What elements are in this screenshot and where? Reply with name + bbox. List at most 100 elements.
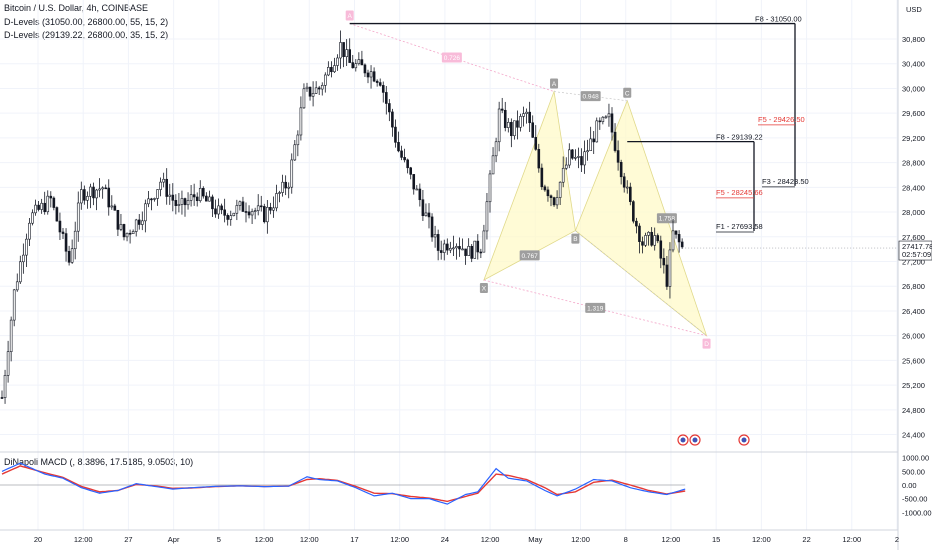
- dlevels-legend-2[interactable]: D-Levels (29139.22, 26800.00, 35, 15, 2): [4, 30, 169, 40]
- macd-tick-label: -1000.00: [902, 508, 932, 517]
- candle-down: [363, 64, 367, 74]
- candle-down: [592, 138, 596, 143]
- price-tick-label: 24,800: [902, 406, 925, 415]
- macd-tick-label: 500.00: [902, 467, 925, 476]
- time-tick-label: 12:00: [662, 535, 681, 544]
- candle-down: [622, 176, 626, 188]
- candle-down: [464, 248, 467, 256]
- pattern-point-badge: [702, 338, 711, 349]
- candle-up: [217, 205, 220, 215]
- dlevels-legend-1[interactable]: D-Levels (31050.00, 26800.00, 55, 15, 2): [4, 17, 169, 27]
- candle-down: [150, 198, 153, 201]
- candle-down: [52, 197, 56, 208]
- candle-up: [177, 204, 181, 206]
- level-label: F8 - 31050.00: [755, 15, 802, 24]
- candle-down: [348, 49, 352, 63]
- candle-down: [241, 201, 245, 212]
- candle-down: [549, 195, 553, 198]
- candle-down: [388, 103, 391, 113]
- candle-up: [278, 192, 281, 194]
- candle-up: [506, 121, 510, 128]
- candle-down: [458, 246, 461, 250]
- candle-up: [281, 181, 284, 193]
- candle-down: [479, 251, 483, 254]
- time-tick-label: 22: [802, 535, 810, 544]
- price-tick-label: 29,200: [902, 134, 925, 143]
- candle-up: [153, 198, 156, 200]
- candle-down: [400, 150, 403, 158]
- candle-down: [619, 162, 623, 178]
- chart-grid: [0, 0, 898, 530]
- candle-down: [183, 198, 187, 206]
- candle-up: [189, 194, 193, 201]
- price-tick-label: 28,000: [902, 208, 925, 217]
- candle-up: [46, 195, 50, 213]
- candle-down: [122, 224, 126, 238]
- candle-up: [327, 67, 330, 76]
- candle-down: [500, 108, 504, 111]
- dinapoli-levels: F8 - 31050.00 F5 - 29426.50 F3 - 28423.50 F…: [349, 15, 809, 233]
- candle-up: [15, 281, 19, 291]
- candle-down: [546, 189, 550, 197]
- candle-down: [421, 199, 425, 216]
- candle-up: [589, 138, 592, 151]
- pattern-ratio-badge: [656, 213, 677, 224]
- candle-up: [28, 222, 31, 240]
- time-tick-label: 12:00: [74, 535, 93, 544]
- candle-down: [418, 188, 422, 201]
- candle-up: [198, 188, 202, 202]
- level-label: F1 - 27693.58: [716, 222, 763, 231]
- candle-down: [244, 211, 248, 213]
- candle-up: [95, 189, 98, 199]
- candle-up: [141, 220, 144, 225]
- candle-down: [205, 195, 208, 202]
- candle-up: [275, 193, 278, 209]
- candle-up: [290, 159, 294, 188]
- candle-down: [635, 220, 638, 227]
- candle-down: [0, 397, 4, 399]
- time-tick-label: May: [528, 535, 542, 544]
- candle-up: [491, 155, 495, 175]
- pattern-ratio-label: 0.726: [444, 55, 461, 62]
- candle-up: [25, 238, 28, 256]
- candle-down: [397, 142, 400, 152]
- candle-up: [522, 113, 525, 117]
- price-tick-label: 30,400: [902, 60, 925, 69]
- candle-up: [467, 245, 470, 256]
- macd-legend[interactable]: DiNapoli MACD (, 8.3896, 17.5185, 9.0503…: [4, 457, 194, 467]
- candle-up: [449, 247, 452, 251]
- time-tick-label: 27: [124, 535, 132, 544]
- candle-up: [134, 219, 138, 232]
- pattern-ratio-label: 0.948: [583, 94, 600, 101]
- candle-up: [31, 212, 34, 224]
- candle-up: [455, 246, 458, 249]
- candle-down: [580, 156, 583, 166]
- price-tick-label: 28,800: [902, 159, 925, 168]
- currency-label: USD: [906, 5, 922, 14]
- candle-up: [238, 201, 242, 206]
- candle-up: [296, 134, 300, 146]
- candle-up: [339, 42, 342, 59]
- candle-down: [412, 174, 416, 190]
- candle-down: [628, 186, 632, 202]
- candle-down: [262, 206, 266, 223]
- candle-down: [247, 211, 251, 216]
- candle-up: [86, 196, 89, 201]
- candle-down: [470, 245, 474, 259]
- candle-down: [49, 195, 53, 199]
- candle-up: [485, 201, 489, 232]
- candle-down: [641, 241, 644, 246]
- candle-up: [604, 116, 608, 119]
- candle-down: [632, 201, 635, 222]
- candle-down: [503, 109, 507, 128]
- price-tick-label: 26,000: [902, 332, 925, 341]
- pattern-point-label: B: [573, 236, 577, 243]
- candle-down: [430, 216, 434, 238]
- candle-down: [269, 206, 272, 211]
- candle-up: [272, 207, 275, 211]
- time-tick-label: 24: [441, 535, 449, 544]
- event-flag-inner: [741, 437, 747, 443]
- candle-down: [381, 85, 385, 93]
